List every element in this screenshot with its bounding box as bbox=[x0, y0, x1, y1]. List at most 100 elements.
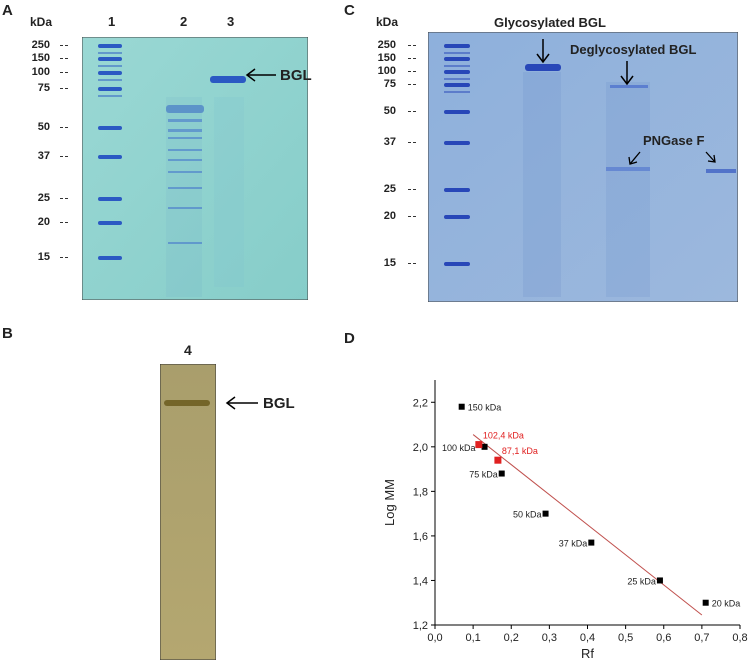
panel-d-chart: 0,0 0,1 0,2 0,3 0,4 0,5 0,6 0,7 0,8 1,2 1,4 1,6 1,8 2… bbox=[382, 380, 748, 661]
data-point bbox=[498, 470, 505, 477]
panel-c-marker-dash bbox=[408, 58, 416, 59]
ladder-band bbox=[98, 126, 122, 130]
panel-c-marker-dash bbox=[408, 84, 416, 85]
ladder-band-faint bbox=[98, 52, 122, 54]
panel-a-lane-1: 1 bbox=[108, 14, 116, 29]
panel-a-marker-37: 37 bbox=[37, 150, 50, 162]
panel-a-marker-dash bbox=[60, 156, 68, 157]
panel-a-kda-label: kDa bbox=[30, 15, 53, 29]
panel-c-glyco-band bbox=[525, 64, 561, 71]
panel-b-lane-4: 4 bbox=[184, 342, 192, 358]
panel-a-bgl-band bbox=[210, 76, 246, 83]
y-tick-label: 1,6 bbox=[413, 531, 428, 543]
data-point bbox=[656, 577, 663, 584]
x-tick-label: 0,3 bbox=[542, 632, 557, 644]
ladder-band-faint bbox=[98, 65, 122, 67]
panel-c-marker-100: 100 bbox=[377, 65, 396, 77]
panel-c-marker-75: 75 bbox=[383, 78, 396, 90]
panel-c-pngase-label: PNGase F bbox=[643, 133, 705, 148]
data-point bbox=[702, 599, 709, 606]
x-tick-label: 0,2 bbox=[504, 632, 519, 644]
panel-c-marker-dash bbox=[408, 216, 416, 217]
panel-a-marker-dash bbox=[60, 45, 68, 46]
panel-c-deglyco-arrow bbox=[620, 61, 634, 86]
panel-c-marker-dash bbox=[408, 111, 416, 112]
ladder-band bbox=[444, 83, 470, 87]
panel-a-marker-dash bbox=[60, 58, 68, 59]
panel-a-marker-75: 75 bbox=[37, 82, 50, 94]
panel-c-marker-37: 37 bbox=[383, 136, 396, 148]
panel-c-ladder-lane bbox=[444, 44, 470, 266]
panel-a-bgl-arrow bbox=[245, 68, 276, 82]
panel-c-pngase-band-lane4 bbox=[706, 169, 736, 173]
y-tick-label: 1,8 bbox=[413, 486, 428, 498]
data-label: 20 kDa bbox=[712, 599, 741, 609]
ladder-band bbox=[444, 70, 470, 74]
data-label: 87,1 kDa bbox=[502, 446, 538, 456]
panel-c-marker-dash bbox=[408, 263, 416, 264]
panel-c-glyco-arrow bbox=[536, 39, 550, 64]
y-tick-label: 2,0 bbox=[413, 442, 428, 454]
data-label: 25 kDa bbox=[627, 576, 656, 586]
panel-b-bgl-arrow bbox=[225, 396, 258, 410]
data-point bbox=[458, 403, 465, 410]
ladder-band bbox=[444, 188, 470, 192]
data-label: 100 kDa bbox=[442, 443, 476, 453]
x-tick-label: 0,6 bbox=[656, 632, 671, 644]
ladder-band bbox=[444, 141, 470, 145]
panel-c-pngase-band-lane3 bbox=[606, 167, 650, 171]
panel-c-glyco-label: Glycosylated BGL bbox=[494, 15, 606, 30]
ladder-band bbox=[444, 262, 470, 266]
ladder-band-faint bbox=[444, 65, 470, 67]
ladder-band bbox=[98, 221, 122, 225]
panel-c-marker-25: 25 bbox=[383, 183, 396, 195]
panel-d-letter: D bbox=[344, 330, 355, 347]
data-point bbox=[475, 441, 483, 449]
ladder-band bbox=[98, 87, 122, 91]
x-tick-label: 0,7 bbox=[694, 632, 709, 644]
panel-a-lane-2: 2 bbox=[180, 14, 188, 29]
x-tick-label: 0,1 bbox=[465, 632, 480, 644]
panel-c-gel bbox=[428, 32, 738, 302]
panel-a-marker-150: 150 bbox=[31, 52, 50, 64]
trendline bbox=[472, 434, 703, 616]
x-tick-label: 0,5 bbox=[618, 632, 633, 644]
data-label: 102,4 kDa bbox=[483, 431, 524, 441]
ladder-band bbox=[98, 197, 122, 201]
panel-a-marker-dash bbox=[60, 127, 68, 128]
panel-a-marker-dash bbox=[60, 72, 68, 73]
ladder-band-faint bbox=[98, 95, 122, 97]
panel-a-lane-2-smear bbox=[166, 97, 204, 297]
x-tick-label: 0,8 bbox=[732, 632, 747, 644]
panel-c-deglyco-label: Deglycosylated BGL bbox=[570, 42, 697, 57]
panel-a-marker-15: 15 bbox=[37, 251, 50, 263]
ladder-band bbox=[444, 110, 470, 114]
ladder-band bbox=[98, 57, 122, 61]
ladder-band bbox=[98, 71, 122, 75]
panel-b-gel bbox=[160, 364, 216, 660]
data-label: 50 kDa bbox=[513, 510, 542, 520]
data-point bbox=[481, 443, 488, 450]
panel-c-marker-20: 20 bbox=[383, 210, 396, 222]
panel-c-marker-dash bbox=[408, 142, 416, 143]
panel-a-marker-dash bbox=[60, 88, 68, 89]
panel-b-bgl-label: BGL bbox=[263, 395, 295, 412]
panel-a-marker-100: 100 bbox=[31, 66, 50, 78]
panel-a-marker-25: 25 bbox=[37, 192, 50, 204]
panel-c-kda-label: kDa bbox=[376, 15, 399, 29]
ladder-band bbox=[444, 215, 470, 219]
y-tick-label: 1,4 bbox=[413, 575, 428, 587]
panel-a-ladder-lane bbox=[98, 44, 122, 260]
ladder-band bbox=[98, 256, 122, 260]
panel-a-marker-dash bbox=[60, 198, 68, 199]
panel-a-marker-dash bbox=[60, 222, 68, 223]
panel-c-marker-150: 150 bbox=[377, 52, 396, 64]
ladder-band bbox=[98, 44, 122, 48]
panel-a-letter: A bbox=[2, 2, 13, 19]
data-label: 37 kDa bbox=[559, 539, 588, 549]
ladder-band bbox=[444, 44, 470, 48]
panel-a-marker-50: 50 bbox=[37, 121, 50, 133]
data-label: 150 kDa bbox=[468, 403, 502, 413]
panel-a-marker-250: 250 bbox=[31, 39, 50, 51]
x-tick-label: 0,0 bbox=[427, 632, 442, 644]
